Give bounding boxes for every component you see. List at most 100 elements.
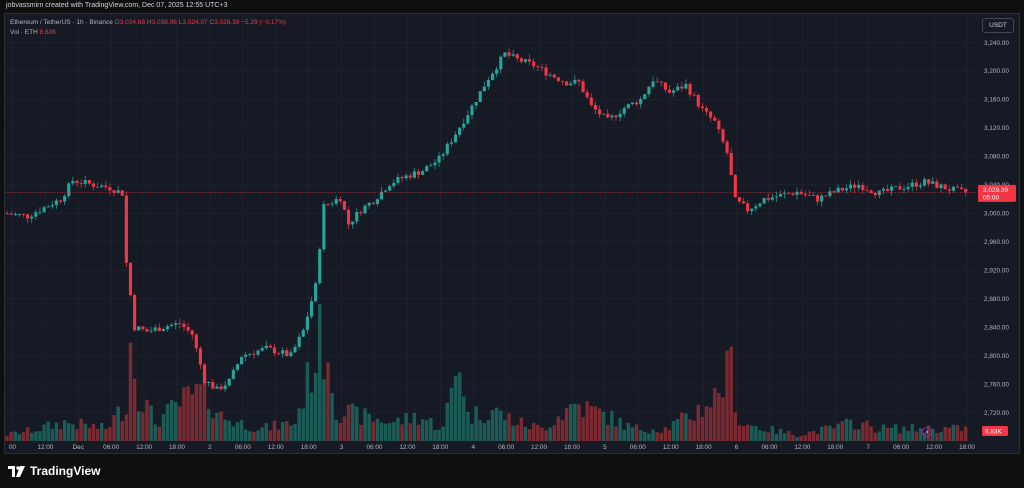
volume-bar — [416, 424, 421, 441]
price-tick: 3,160.00 — [984, 97, 1009, 104]
volume-bar — [573, 403, 577, 441]
candle-body — [630, 102, 635, 105]
candle-body — [161, 329, 165, 331]
volume-bar — [523, 426, 528, 441]
candlesticks — [5, 48, 968, 393]
candle-body — [219, 386, 223, 390]
candle-body — [955, 186, 960, 188]
candle-body — [795, 191, 799, 195]
time-tick: 12:00 — [794, 444, 810, 451]
volume-bar — [754, 426, 758, 441]
candle-body — [853, 184, 857, 188]
volume-bar — [128, 342, 133, 441]
candle-body — [153, 327, 157, 331]
last-price-value: 3,029.39 — [983, 187, 1008, 194]
time-tick: 06:00 — [235, 444, 251, 451]
volume-bar — [618, 417, 622, 441]
candle-body — [643, 94, 647, 100]
last-volume-badge — [982, 426, 1008, 436]
volume-bar — [392, 422, 396, 441]
candle-body — [873, 192, 877, 196]
footer: TradingView — [0, 454, 1024, 488]
volume-label[interactable]: Vol · ETH — [10, 29, 38, 36]
chart-frame[interactable] — [4, 13, 1020, 454]
volume-bar — [132, 378, 137, 441]
candle-body — [519, 58, 523, 62]
volume-bar — [202, 371, 207, 441]
volume-bar — [947, 427, 951, 441]
time-tick: 00 — [9, 444, 17, 451]
volume-bar — [519, 417, 524, 441]
volume-bar — [87, 427, 92, 441]
volume-bar — [622, 429, 626, 441]
candle-body — [626, 104, 630, 109]
candle-body — [223, 385, 227, 390]
candle-body — [433, 162, 437, 166]
candle-body — [441, 154, 445, 156]
volume-bar — [548, 427, 552, 441]
candle-body — [639, 99, 643, 105]
candle-body — [482, 86, 486, 92]
volume-bar — [433, 429, 437, 441]
volume-bar — [852, 429, 857, 441]
volume-bar — [174, 402, 178, 441]
volume-bar — [256, 430, 260, 441]
volume-bar — [848, 419, 853, 441]
candle-body — [215, 386, 219, 389]
candle-body — [470, 105, 474, 116]
candle-body — [791, 193, 795, 195]
volume-bar — [799, 435, 803, 441]
candle-body — [293, 346, 297, 353]
volume-bar — [243, 429, 248, 441]
volume-bar — [165, 404, 170, 441]
symbol-title[interactable]: Ethereum / TetherUS · 1h · Binance — [10, 19, 113, 26]
volume-bar — [346, 404, 351, 441]
price-chart[interactable]: 2,720.00 2,760.00 2,800.00 2,840.00 2,880.00… — [0, 0, 1024, 454]
volume-bar — [791, 434, 795, 441]
volume-bar — [943, 426, 947, 441]
candle-body — [910, 182, 914, 187]
volume-bar — [758, 430, 762, 441]
time-tick: 12:00 — [399, 444, 415, 451]
candle-body — [392, 182, 396, 187]
close-value: 3,029.39 — [214, 19, 240, 26]
price-tick: 2,720.00 — [984, 410, 1009, 417]
volume-bar — [552, 425, 557, 441]
volume-bar — [536, 424, 540, 441]
candle-body — [589, 97, 593, 105]
candle-body — [322, 203, 326, 250]
volume-bar — [355, 406, 359, 441]
volume-bar — [861, 422, 865, 441]
candle-body — [618, 113, 622, 118]
candle-body — [244, 354, 248, 357]
volume-bar — [21, 431, 26, 441]
candle-body — [544, 67, 548, 76]
volume-bar — [593, 406, 598, 441]
candle-body — [285, 350, 289, 357]
candle-body — [437, 155, 441, 163]
volume-bar — [313, 372, 318, 441]
candle-body — [569, 83, 573, 86]
tradingview-brand[interactable]: TradingView — [8, 464, 100, 478]
volume-bar — [309, 392, 314, 441]
high-value: 3,038.96 — [151, 19, 177, 26]
candle-body — [634, 102, 639, 105]
volume-bar — [67, 423, 71, 441]
candle-body — [552, 74, 556, 78]
open-label: O — [114, 19, 120, 26]
candle-body — [737, 197, 741, 202]
price-tick: 3,200.00 — [984, 68, 1009, 75]
time-tick: Dec — [73, 444, 85, 451]
volume-bar — [680, 412, 684, 441]
candle-body — [885, 188, 890, 191]
candle-body — [334, 199, 338, 204]
candle-body — [186, 327, 190, 331]
candle-body — [478, 91, 482, 103]
currency-button[interactable]: USDT — [982, 18, 1014, 33]
volume-bar — [889, 427, 894, 441]
volume-bar — [569, 404, 573, 441]
volume-bar — [581, 417, 585, 441]
volume-bar — [675, 418, 680, 441]
candle-body — [779, 193, 783, 197]
candle-body — [803, 193, 807, 195]
